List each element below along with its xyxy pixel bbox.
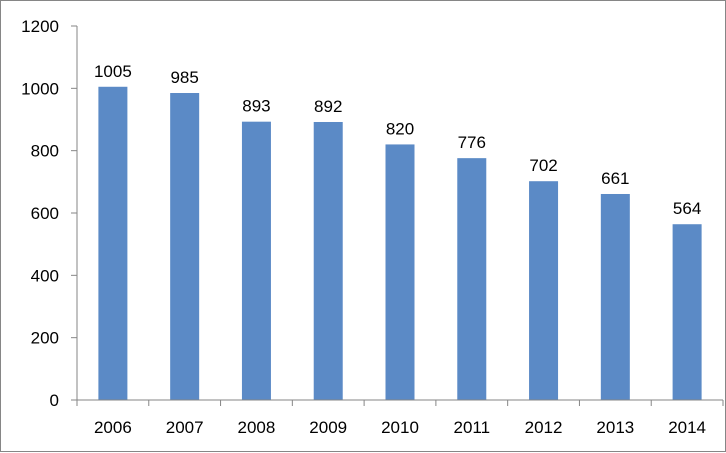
- bar-2006: [98, 86, 128, 401]
- data-label-2012: 702: [529, 156, 557, 175]
- bar-2014: [672, 224, 702, 400]
- bar-2009: [313, 121, 343, 401]
- data-label-2013: 661: [601, 169, 629, 188]
- data-label-2011: 776: [458, 133, 486, 152]
- x-tick-label-2006: 2006: [94, 418, 132, 437]
- x-tick-label-2010: 2010: [381, 418, 419, 437]
- axes-group: [71, 25, 724, 406]
- x-tick-label-2009: 2009: [309, 418, 347, 437]
- y-tick-label-400: 400: [31, 266, 59, 285]
- labels-group: 1005 2006 985 2007 893 2008 892 2009 820 2010 776 2…: [21, 17, 706, 437]
- data-label-2010: 820: [386, 119, 414, 138]
- bar-2008: [241, 121, 271, 401]
- x-tick-label-2012: 2012: [525, 418, 563, 437]
- data-label-2006: 1005: [94, 62, 132, 81]
- y-tick-label-1200: 1200: [21, 17, 59, 36]
- bar-2011: [457, 158, 487, 400]
- y-tick-label-0: 0: [50, 391, 59, 410]
- x-tick-label-2007: 2007: [166, 418, 204, 437]
- bar-2012: [529, 181, 559, 400]
- bar-2010: [385, 144, 415, 400]
- data-label-2008: 893: [242, 97, 270, 116]
- x-tick-label-2008: 2008: [238, 418, 276, 437]
- bars-group: [98, 86, 702, 401]
- data-label-2014: 564: [673, 199, 701, 218]
- data-label-2009: 892: [314, 97, 342, 116]
- y-tick-label-600: 600: [31, 204, 59, 223]
- data-label-2007: 985: [170, 68, 198, 87]
- bar-2013: [600, 193, 630, 400]
- x-tick-label-2013: 2013: [596, 418, 634, 437]
- x-tick-label-2011: 2011: [453, 418, 490, 437]
- x-tick-label-2014: 2014: [668, 418, 706, 437]
- bar-2007: [170, 93, 200, 400]
- y-tick-label-1000: 1000: [21, 79, 59, 98]
- y-tick-label-200: 200: [31, 329, 59, 348]
- y-tick-label-800: 800: [31, 142, 59, 161]
